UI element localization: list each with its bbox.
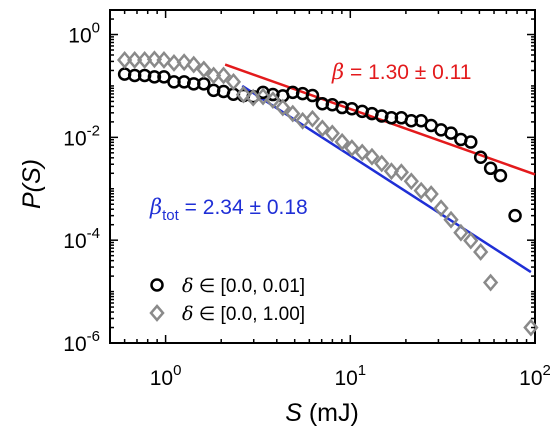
legend-circle-marker xyxy=(150,278,164,292)
beta-annotation: β = 1.30 ± 0.11 xyxy=(331,60,471,84)
series-2-point xyxy=(433,199,449,218)
beta-symbol: β xyxy=(331,60,344,84)
series-2-point xyxy=(215,66,232,85)
beta-tot-annotation: βtot = 2.34 ± 0.18 xyxy=(149,195,308,224)
series-1-point xyxy=(444,126,458,140)
x-axis-label-unit: (mJ) xyxy=(302,399,359,427)
x-tick-exponent: 0 xyxy=(173,362,181,379)
beta-value: = 1.30 ± 0.11 xyxy=(344,61,471,84)
series-2-point xyxy=(423,185,439,203)
x-tick-base: 10 xyxy=(519,367,542,390)
fit-line-beta xyxy=(224,63,536,176)
series-2-point xyxy=(186,55,202,74)
series-2-point xyxy=(443,210,459,229)
legend: δ ∈ [0.0, 0.01] δ ∈ [0.0, 1.00] xyxy=(149,275,305,325)
series-2-point xyxy=(413,181,429,200)
y-tick-exponent: -6 xyxy=(87,328,100,345)
y-tick-label: 10-6 xyxy=(63,328,100,356)
beta-tot-value: = 2.34 ± 0.18 xyxy=(179,196,308,219)
series-1-point xyxy=(464,135,478,149)
series-1-point xyxy=(493,168,508,183)
series-2-point xyxy=(344,139,360,157)
series-2-point xyxy=(225,72,242,91)
series-2-point xyxy=(314,119,331,138)
series-1-point xyxy=(305,88,320,103)
y-tick-exponent: -2 xyxy=(87,122,100,139)
x-axis-ticks: 100 101 102 xyxy=(109,10,550,390)
data-series xyxy=(116,50,539,337)
x-tick-exponent: 2 xyxy=(543,362,550,379)
legend-label-series-2: δ ∈ [0.0, 1.00] xyxy=(182,303,305,325)
x-tick-exponent: 1 xyxy=(358,362,366,379)
series-2-point xyxy=(383,162,400,181)
series-2-point xyxy=(354,143,370,162)
series-2-point xyxy=(146,50,163,69)
series-2-point xyxy=(255,87,271,106)
legend-text-series-1: ∈ [0.0, 0.01] xyxy=(193,276,305,297)
x-tick-label: 100 xyxy=(150,362,182,390)
series-2-point xyxy=(265,91,281,110)
series-2-point xyxy=(235,85,252,104)
legend-diamond-marker xyxy=(149,304,165,322)
series-2-point xyxy=(156,51,172,69)
y-tick-label: 10-4 xyxy=(63,225,100,253)
x-axis-label: S (mJ) xyxy=(285,399,359,427)
x-tick-base: 10 xyxy=(334,367,357,390)
y-tick-base: 10 xyxy=(63,127,86,150)
legend-label-series-1: δ ∈ [0.0, 0.01] xyxy=(182,275,305,297)
x-axis-label-var: S xyxy=(285,399,302,427)
x-tick-base: 10 xyxy=(150,367,173,390)
y-tick-label: 10-2 xyxy=(63,122,100,150)
series-2-point xyxy=(482,273,499,292)
series-2-point xyxy=(304,109,321,128)
series-1-point xyxy=(508,208,522,223)
y-tick-label: 100 xyxy=(68,20,100,48)
series-2-point xyxy=(334,132,350,151)
y-tick-exponent: -4 xyxy=(87,225,100,242)
series-2-point xyxy=(393,163,410,182)
series-2-point xyxy=(275,98,291,117)
legend-symbol-series-2: δ xyxy=(182,303,193,325)
series-1-point xyxy=(197,77,211,91)
series-2-point xyxy=(364,147,380,166)
series-2-point xyxy=(374,154,390,173)
series-2-point xyxy=(473,243,489,261)
series-1-point xyxy=(483,161,498,176)
beta-tot-subscript: tot xyxy=(162,207,180,224)
series-2-point xyxy=(285,104,301,123)
y-tick-base: 10 xyxy=(63,333,86,356)
x-tick-label: 101 xyxy=(334,362,366,390)
legend-text-series-2: ∈ [0.0, 1.00] xyxy=(193,304,305,325)
y-tick-base: 10 xyxy=(68,25,91,48)
x-tick-label: 102 xyxy=(519,362,550,390)
series-2-point xyxy=(324,124,340,143)
series-2-point xyxy=(205,66,222,85)
series-2-point xyxy=(196,60,212,79)
plot-frame xyxy=(109,9,536,344)
y-tick-exponent: 0 xyxy=(92,20,100,37)
beta-tot-symbol: β xyxy=(149,195,162,219)
legend-symbol-series-1: δ xyxy=(182,275,193,297)
y-tick-base: 10 xyxy=(63,230,86,253)
series-2-point xyxy=(116,51,133,69)
series-2-point xyxy=(127,51,143,69)
y-axis-label: P(S) xyxy=(18,159,46,209)
series-2-point xyxy=(176,53,192,72)
series-2-point xyxy=(453,223,469,242)
series-2-point xyxy=(403,172,419,191)
series-2-point xyxy=(523,318,539,337)
series-2-point xyxy=(463,231,479,250)
series-1-point xyxy=(147,70,162,84)
series-1-point xyxy=(473,150,488,165)
